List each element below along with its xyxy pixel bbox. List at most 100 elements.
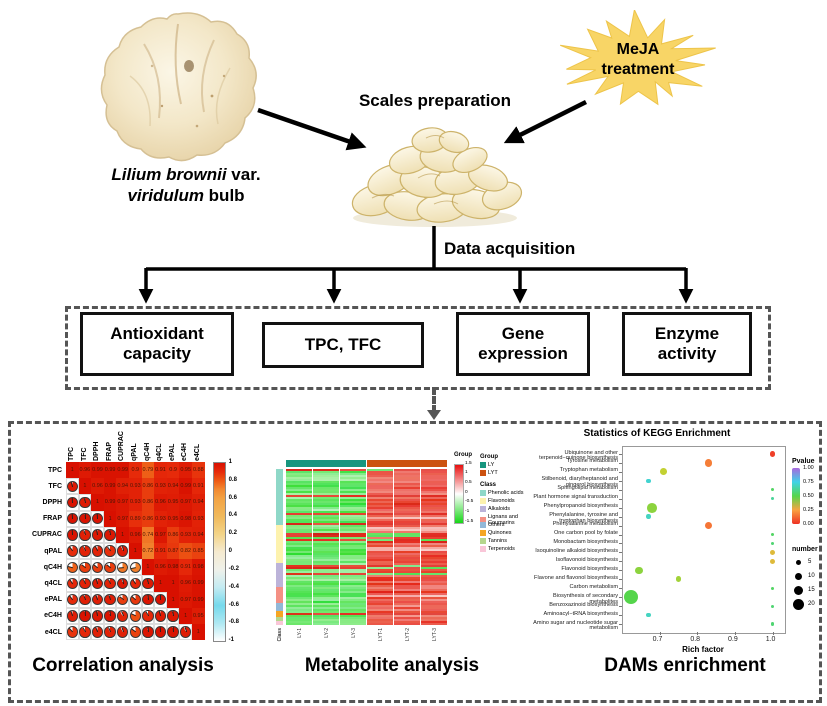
meja-label: MeJA treatment (601, 41, 675, 78)
heatmap-class-axis-label: Class (277, 628, 283, 642)
corr-pie-glyph (79, 626, 91, 638)
corr-value-cell: 0.94 (192, 494, 205, 511)
corr-value-cell: 0.98 (179, 510, 192, 527)
kegg-pvalue-tick: 0.75 (803, 478, 814, 485)
corr-value-cell: 0.98 (192, 559, 205, 576)
heatmap-sample-label: LY-1 (296, 628, 303, 638)
corr-pie-glyph (66, 577, 78, 590)
corr-value-cell: 0.86 (141, 478, 155, 495)
corr-colorbar-tick: 1 (228, 459, 232, 465)
kegg-data-point (660, 468, 667, 476)
dashed-connector-arrowhead (427, 410, 441, 420)
heatmap-sample-label: LY-3 (350, 628, 357, 638)
corr-pie-glyph (79, 513, 91, 525)
heatmap-class-strip (276, 611, 283, 617)
corr-col-label: qC4H (143, 442, 151, 461)
heatmap-sample-label: LY-2 (323, 628, 330, 638)
corr-col-label: TPC (68, 447, 75, 461)
kegg-pvalue-tick: 1.00 (803, 464, 814, 471)
corr-pie-glyph (142, 626, 154, 638)
corr-pie-glyph (129, 610, 141, 622)
kegg-pvalue-colorbar (792, 468, 800, 524)
corr-value-cell: 0.89 (129, 510, 142, 527)
corr-pie-glyph (91, 594, 104, 606)
heatmap-class-legend-item: Others (480, 522, 544, 529)
corr-value-cell: 0.74 (141, 526, 155, 543)
kegg-data-point (624, 590, 639, 605)
corr-pie-glyph (66, 513, 78, 525)
kegg-number-legend-dot (793, 585, 803, 595)
corr-pie-glyph (104, 529, 116, 541)
corr-col-label: qPAL (131, 443, 138, 461)
corr-value-cell: 0.94 (116, 478, 129, 495)
corr-value-cell: 0.93 (179, 526, 192, 543)
corr-pie-glyph (91, 545, 104, 557)
kegg-pathway-label: Biosynthesis of secondary metabolites (553, 592, 618, 605)
corr-col-label: CUPRAC (118, 431, 126, 461)
corr-value-cell: 0.91 (154, 462, 167, 479)
corr-pie-glyph (66, 610, 78, 622)
heatmap-group-legend-title: Group (480, 454, 498, 460)
corr-value-cell: 0.86 (141, 510, 155, 527)
method-box-antioxidant: Antioxidant capacity (80, 312, 234, 376)
scales-photo (351, 127, 523, 227)
kegg-title: Statistics of KEGG Enrichment (583, 428, 731, 439)
scales-preparation-label: Scales preparation (358, 91, 512, 110)
method-box-tpc-tfc: TPC, TFC (262, 322, 424, 368)
kegg-data-point (771, 497, 775, 501)
corr-col-label: q4CL (156, 443, 164, 462)
starburst-shape (560, 10, 716, 106)
heatmap-class-legend-item: Tannins (480, 538, 544, 545)
corr-value-cell: 0.95 (166, 494, 180, 511)
kegg-pvalue-tick: 0.25 (803, 506, 814, 513)
corr-colorbar-tick: 0.2 (228, 530, 237, 537)
corr-row-label: FRAP (42, 515, 62, 523)
corr-value-cell: 0.97 (116, 494, 129, 511)
corr-value-cell: 0.99 (103, 494, 117, 511)
method-box-enzyme-activity: Enzyme activity (622, 312, 752, 376)
caption-dams-enrichment: DAMs enrichment (604, 655, 766, 676)
bulb-caption-species: Lilium brownii (111, 165, 227, 184)
heatmap-class-legend-item: Lignans and Coumarins (480, 514, 544, 527)
corr-value-cell: 0.82 (179, 543, 192, 560)
corr-value-cell: 0.96 (154, 559, 167, 576)
heatmap-colorbar-tick: 0.5 (465, 479, 472, 485)
corr-value-cell: 1 (154, 575, 167, 592)
kegg-pvalue-legend-title: Pvalue (792, 458, 815, 465)
corr-value-cell: 0.93 (192, 510, 205, 527)
kegg-data-point (771, 622, 775, 626)
heatmap-sample-label: LYT-1 (377, 628, 384, 641)
heatmap-group-legend-item: LYT (480, 470, 498, 477)
kegg-data-point (771, 604, 775, 608)
kegg-x-tick: 0.8 (690, 636, 701, 643)
kegg-pathway-label: Amino sugar and nucleotide sugar metabol… (533, 619, 618, 632)
corr-value-cell: 0.99 (91, 462, 104, 479)
corr-colorbar-tick: 0.8 (228, 476, 237, 483)
corr-value-cell: 0.93 (154, 510, 167, 527)
kegg-pathway-label: Benzoxazinoid biosynthesis (549, 601, 618, 608)
heatmap-class-legend-item: Quinones (480, 530, 544, 537)
corr-pie-glyph (79, 610, 91, 622)
corr-pie-glyph (104, 577, 116, 590)
corr-value-cell: 0.93 (129, 478, 142, 495)
heatmap-sample-label: LYT-2 (404, 628, 411, 641)
heatmap-body (286, 469, 448, 625)
corr-value-cell: 0.79 (141, 462, 155, 479)
corr-value-cell: 0.96 (91, 478, 104, 495)
corr-value-cell: 0.93 (154, 478, 167, 495)
corr-col-label: DPPH (93, 441, 101, 461)
heatmap-class-legend-item: Flavonoids (480, 498, 544, 505)
corr-value-cell: 1 (166, 591, 180, 608)
kegg-data-point (771, 586, 775, 590)
corr-col-label: TFC (80, 447, 88, 461)
kegg-data-point (771, 541, 775, 546)
bulb-caption-variety: viridulum (127, 186, 204, 206)
corr-value-cell: 0.94 (192, 526, 205, 543)
kegg-number-legend-dot (795, 559, 801, 565)
corr-value-cell: 0.72 (141, 543, 155, 560)
heatmap-class-legend-item: Alkaloids (480, 506, 544, 513)
heatmap-class-strip (276, 621, 283, 625)
method-box-gene-expression: Gene expression (456, 312, 590, 376)
corr-pie-glyph (79, 577, 91, 590)
corr-value-cell: 0.91 (179, 559, 192, 576)
